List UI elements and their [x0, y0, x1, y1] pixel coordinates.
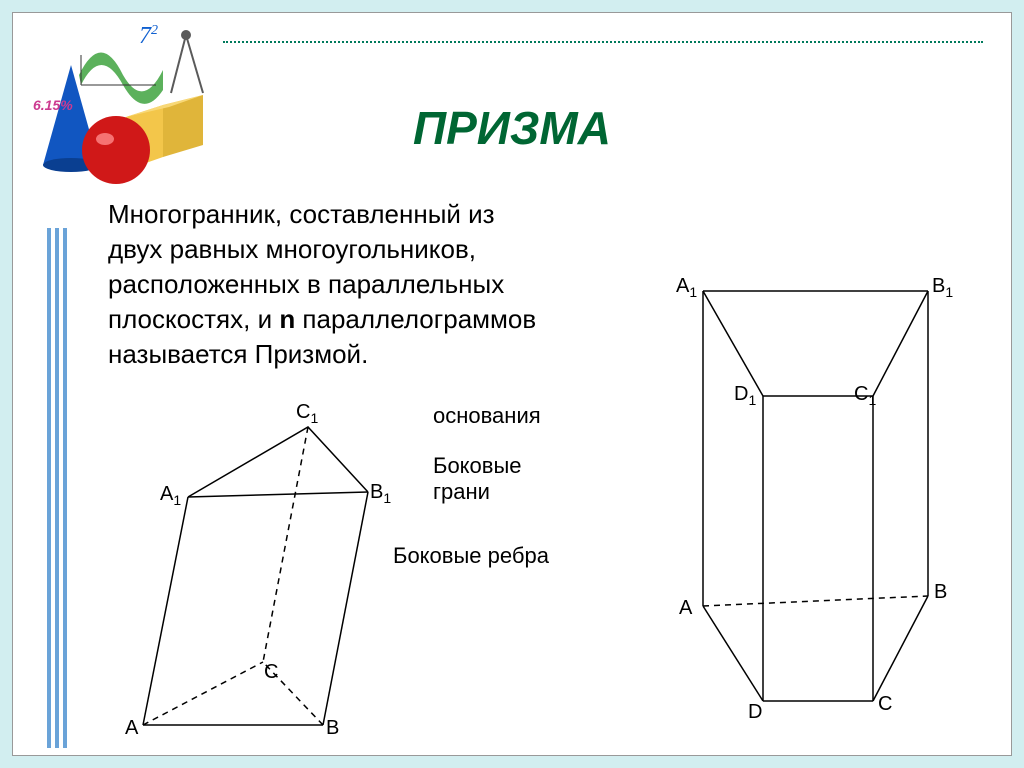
vertex-br: B — [934, 581, 947, 604]
page-title: ПРИЗМА — [13, 101, 1011, 155]
vertex-a1: A1 — [160, 483, 181, 508]
decorative-dotline — [223, 41, 983, 43]
vertex-cr: C — [878, 693, 892, 716]
vertex-dr: D — [748, 701, 762, 724]
vertex-b1: B1 — [370, 481, 391, 506]
vertex-ar: A — [679, 597, 692, 620]
label-lateral-edges: Боковые ребра — [393, 543, 549, 569]
label-bases: основания — [433, 403, 541, 429]
quad-prism-diagram: A1 B1 D1 C1 A B D C — [668, 261, 968, 731]
definition-text: Многогранник, составленный из двух равны… — [108, 197, 598, 372]
seven-text: 72 — [139, 23, 158, 50]
wave-icon — [79, 53, 163, 104]
vertex-c1: C1 — [296, 401, 318, 426]
triangular-prism-diagram: C1 A1 B1 C A B — [68, 397, 408, 747]
vertex-b1r: B1 — [932, 275, 953, 300]
vertex-d1r: D1 — [734, 383, 756, 408]
vertex-c1r: C1 — [854, 383, 876, 408]
vertex-b: B — [326, 717, 339, 740]
slide-canvas: 72 6.15% ПРИЗМА Многогранник, составленн… — [12, 12, 1012, 756]
compass-icon — [171, 31, 203, 93]
label-lateral-faces: Боковые грани — [433, 453, 553, 505]
vertex-c: C — [264, 661, 278, 684]
vertex-a1r: A1 — [676, 275, 697, 300]
vertex-a: A — [125, 717, 138, 740]
